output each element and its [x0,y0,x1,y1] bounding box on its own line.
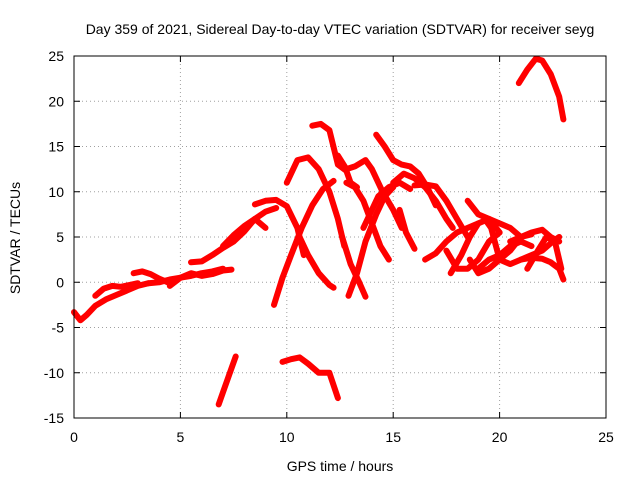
x-tick-label: 5 [177,429,185,445]
x-tick-label: 15 [385,429,401,445]
y-tick-label: 20 [48,93,64,109]
y-tick-label: -15 [44,410,64,426]
y-tick-label: 10 [48,184,64,200]
series-arc-1 [71,280,152,324]
series-arc-10 [271,177,337,308]
x-tick-label: 0 [70,429,78,445]
series-arc-2 [92,280,141,299]
series-arc-17 [360,179,414,231]
y-tick-label: 0 [56,274,64,290]
series-arc-33 [215,353,239,408]
series-arc-21 [411,181,471,240]
x-tick-label: 25 [598,429,614,445]
series-arc-20 [396,206,418,252]
x-tick-label: 20 [492,429,508,445]
y-axis-title: SDTVAR / TECUs [7,182,23,294]
series-arc-13 [334,152,405,231]
series-arc-28 [475,238,535,272]
series-arc-32 [515,55,567,123]
y-tick-label: -10 [44,365,64,381]
series-arc-12 [309,120,360,191]
series-arc-9 [283,154,348,250]
axes: 0 5 10 15 20 25 -15 -10 -5 0 5 10 15 20 25 [44,48,614,445]
y-tick-label: -5 [52,320,65,336]
x-axis-title: GPS time / hours [287,458,394,474]
y-tick-label: 5 [56,229,64,245]
data-series [71,55,567,408]
series-arc-5 [166,266,235,289]
series-arc-31 [517,254,567,283]
x-tick-label: 10 [279,429,295,445]
series-arc-16 [339,234,369,300]
series-arc-22 [422,220,482,263]
plot-frame [73,55,607,419]
series-arc-6 [188,205,280,266]
series-arc-7 [220,215,269,250]
y-tick-label: 25 [48,48,64,64]
y-tick-label: 15 [48,139,64,155]
series-arc-34 [279,354,341,402]
chart-title: Day 359 of 2021, Sidereal Day-to-day VTE… [86,21,595,37]
series-arc-11 [296,234,337,291]
